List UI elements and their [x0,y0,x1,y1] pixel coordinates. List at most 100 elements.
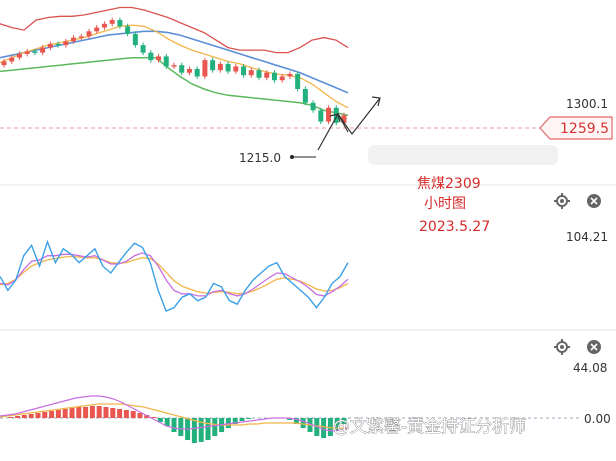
candle-body [233,66,239,72]
candle-body [40,47,46,53]
macd-bar [55,410,61,418]
macd-bar [103,407,109,418]
oscillator-lines [0,239,349,313]
candle-body [55,43,61,46]
current-price-tag: 1259.5 [539,116,613,140]
candle-body [86,31,92,37]
macd-bar [321,418,327,438]
macd-bar [334,418,340,430]
candle-body [63,41,69,46]
macd-bar [205,418,211,440]
macd-bar [287,418,293,420]
candle-body [279,76,285,81]
candle-body [163,56,169,67]
watermark: @文紫馨-黄金持证分析师 [333,417,526,437]
candle-body [24,51,30,54]
candle-body [179,65,185,73]
candle-body [217,63,223,71]
candle-body [125,26,131,34]
macd-bar [232,418,238,424]
macd-histogram [0,395,349,443]
annotation-timeframe: 小时图 [424,196,466,212]
candle-body [302,88,308,103]
macd-bar [164,418,170,426]
macd-bar [137,413,143,418]
macd-y-tick-zero: 0.00 [584,412,611,426]
moving-averages [0,24,349,117]
candle-body [333,107,339,123]
candle-body [148,52,154,61]
macd-bar [300,418,306,428]
gear-icon[interactable] [554,339,570,355]
upper-band-line [0,6,349,54]
macd-bar [110,408,116,418]
macd-y-tick-top: 44.08 [573,361,607,375]
macd-bar [8,417,14,418]
macd-bar [123,410,129,418]
macd-bar [157,418,163,422]
macd-bar [69,408,75,418]
macd-bar [293,418,299,424]
blurred-area [368,145,558,165]
candle-body [225,63,231,72]
candle-body [117,20,123,27]
macd-bar [171,418,177,432]
close-icon[interactable] [587,340,601,354]
candle-body [310,102,316,111]
candle-body [78,36,84,38]
macd-bar [117,409,123,418]
macd-bar [144,415,150,418]
osc-slow-line [0,252,349,297]
candle-body [47,43,53,48]
candle-body [16,53,22,58]
macd-bar [28,414,34,418]
candle-body [326,107,332,122]
candle-body [248,70,254,76]
candle-body [71,37,77,42]
candle-body [194,68,200,77]
candle-body [341,115,347,123]
macd-bar [83,407,89,418]
osc-fast-line [0,239,349,313]
annotation-symbol: 焦煤2309 [417,176,481,192]
macd-bar [49,411,55,418]
macd-signal-line [0,403,348,429]
candle-body [1,61,7,66]
low-marker: 1215.0 [239,151,316,165]
macd-bar [327,418,333,436]
macd-bar [151,417,157,418]
candle-body [186,68,192,73]
candle-body [202,60,208,77]
macd-bar [246,418,252,419]
candle-body [156,56,162,61]
macd-bar [76,407,82,418]
macd-bar [225,418,231,428]
trend-arrows [317,96,381,151]
candle-body [210,60,216,71]
candle-body [109,20,115,24]
osc-signal-line [0,255,349,295]
candle-body [318,110,324,122]
low-marker-label: 1215.0 [239,151,281,165]
macd-bar [62,409,68,418]
gear-icon[interactable] [554,193,570,209]
candle-body [271,72,277,81]
candle-body [264,72,270,78]
macd-bar [89,406,95,418]
macd-bar [21,415,27,418]
current-price-label: 1259.5 [560,121,609,137]
candle-body [287,73,293,77]
macd-bar [341,418,347,424]
macd-bar [191,418,197,443]
candle-body [256,70,262,78]
candlesticks [1,17,347,126]
candle-body [9,57,15,62]
candle-body [140,45,146,53]
annotation-date: 2023.5.27 [419,219,490,235]
candle-body [171,65,177,67]
macd-bar [42,412,48,418]
macd-bar [130,411,136,418]
close-icon[interactable] [587,194,601,208]
